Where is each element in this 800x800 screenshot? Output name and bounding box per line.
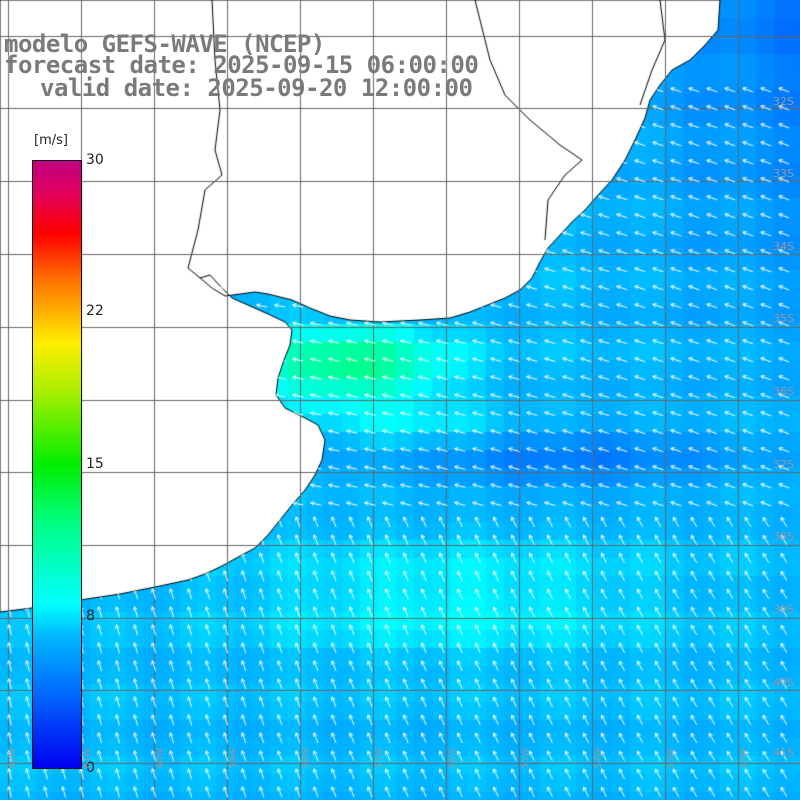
colorbar-unit: [m/s] xyxy=(34,133,68,148)
colorbar-tick-0: 0 xyxy=(86,760,95,776)
lon-label: 59W xyxy=(229,748,239,769)
colorbar-tick-15: 15 xyxy=(86,456,104,472)
lat-label: 41S xyxy=(773,746,794,759)
lat-label: 36S xyxy=(773,385,794,398)
lat-label: 39S xyxy=(773,603,794,616)
lat-label: 38S xyxy=(773,530,794,543)
colorbar xyxy=(32,160,82,769)
valid-date: valid date: 2025-09-20 12:00:00 xyxy=(40,74,473,102)
lat-label: 34S xyxy=(773,240,794,253)
lon-label: 54W xyxy=(594,748,604,769)
lon-label: 58W xyxy=(302,748,312,769)
lat-label: 33S xyxy=(773,167,794,180)
lon-label: 60W xyxy=(156,748,166,769)
lat-label: 35S xyxy=(773,312,794,325)
lat-label: 32S xyxy=(773,95,794,108)
model-title: modelo GEFS-WAVE (NCEP) xyxy=(4,30,325,58)
forecast-date: forecast date: 2025-09-15 06:00:00 xyxy=(4,51,479,79)
colorbar-tick-8: 8 xyxy=(86,608,95,624)
lon-label: 57W xyxy=(375,748,385,769)
lon-label: 53W xyxy=(667,748,677,769)
lon-label: 55W xyxy=(521,748,531,769)
lon-label: 56W xyxy=(448,748,458,769)
lat-label: 40S xyxy=(773,676,794,689)
colorbar-tick-30: 30 xyxy=(86,152,104,168)
lon-label: 52W xyxy=(740,748,750,769)
colorbar-tick-22: 22 xyxy=(86,303,104,319)
lon-label: 62W xyxy=(8,748,18,769)
lon-label: 61W xyxy=(83,748,93,769)
lat-label: 37S xyxy=(773,458,794,471)
